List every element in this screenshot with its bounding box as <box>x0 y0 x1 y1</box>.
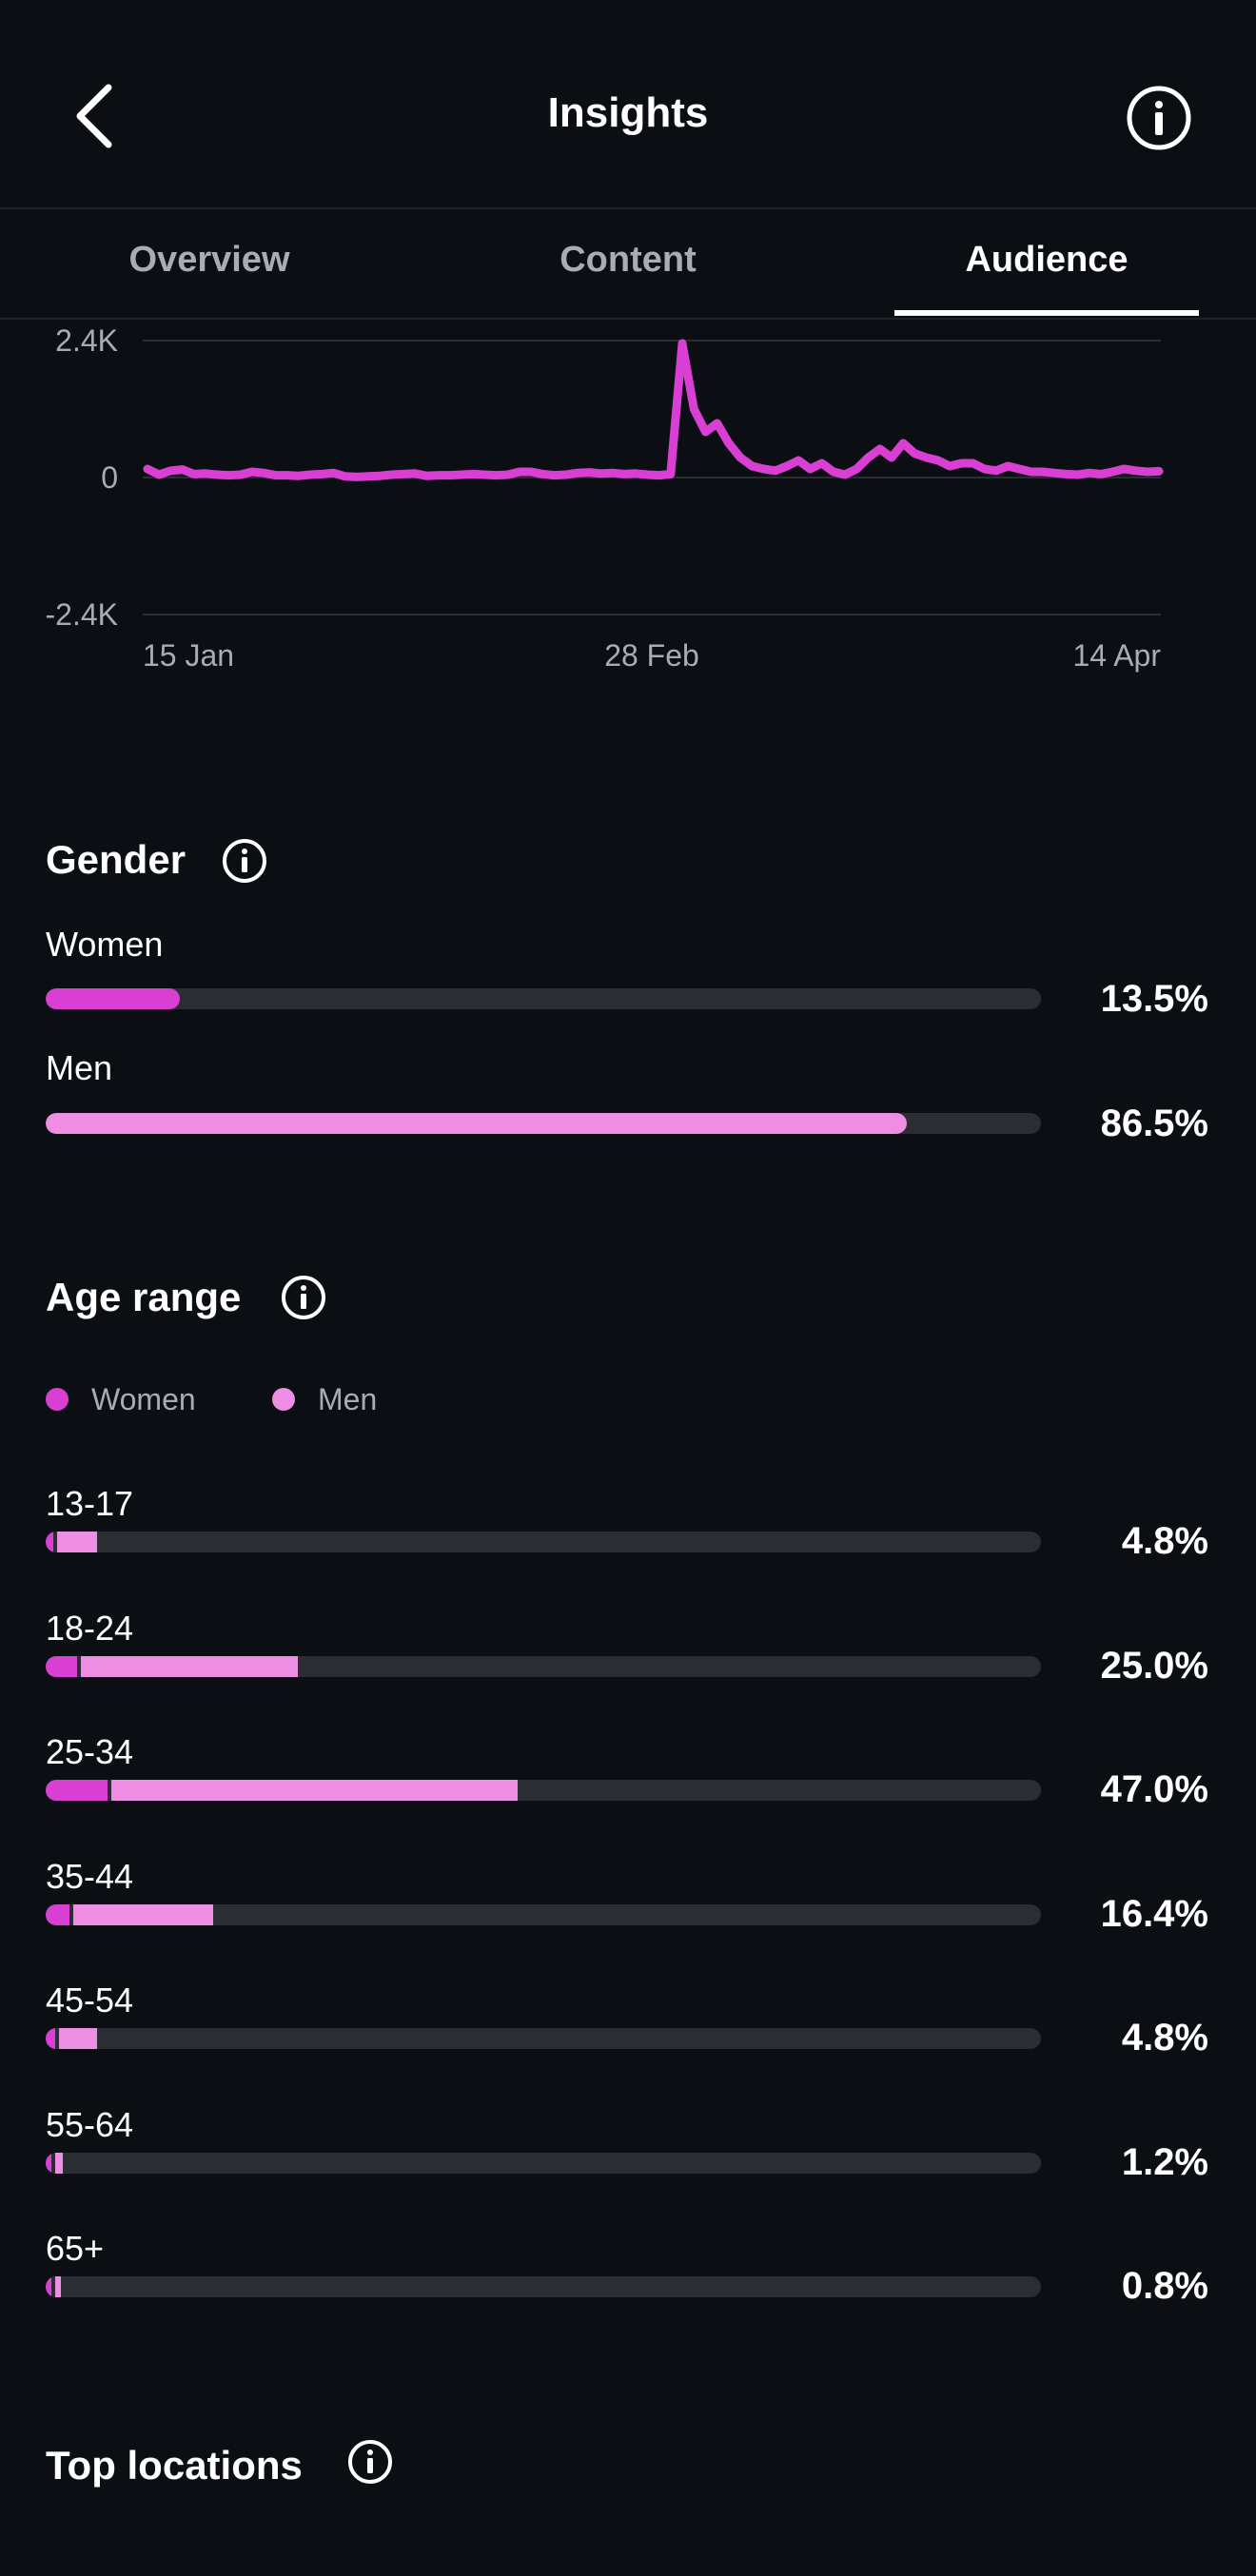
gender-bar-women <box>46 988 1041 1009</box>
followers-line-chart: 2.4K 0 -2.4K 15 Jan 28 Feb 14 Apr <box>46 323 1164 673</box>
y-tick-bottom: -2.4K <box>46 597 118 632</box>
age-label: 45-54 <box>46 1981 134 2020</box>
age-bar-women-fill <box>46 2152 51 2174</box>
age-bar-women-fill <box>46 1780 108 1801</box>
age-bar <box>46 2152 1041 2174</box>
age-pct: 25.0% <box>1100 1644 1208 1687</box>
age-label: 25-34 <box>46 1732 134 1771</box>
age-pct: 4.8% <box>1121 1520 1208 1562</box>
age-pct: 47.0% <box>1100 1768 1208 1810</box>
age-bar-men-fill <box>59 2028 98 2049</box>
age-bar <box>46 2028 1041 2049</box>
x-tick-mid: 28 Feb <box>604 638 699 673</box>
info-icon <box>348 2440 392 2484</box>
gender-info-button[interactable] <box>221 837 268 885</box>
age-range-title: Age range <box>46 1275 242 1319</box>
age-label: 55-64 <box>46 2104 134 2144</box>
gender-bar-men <box>46 1113 1041 1134</box>
tab-overview[interactable]: Overview <box>128 240 290 280</box>
series-line <box>143 339 1164 481</box>
legend-women-label: Women <box>91 1382 196 1416</box>
top-locations-info-button[interactable] <box>346 2438 394 2486</box>
age-bar-women-fill <box>46 1532 54 1552</box>
legend-men-label: Men <box>318 1382 378 1416</box>
age-bar-men-fill <box>57 1532 98 1552</box>
gender-bar-men-fill <box>46 1113 907 1134</box>
chevron-left-icon <box>76 84 112 148</box>
gender-label-men: Men <box>46 1048 113 1087</box>
age-bar-men-fill <box>81 1655 299 1677</box>
x-tick-start: 15 Jan <box>143 638 234 673</box>
age-bar-women-fill <box>46 1903 70 1925</box>
age-bar-men-fill <box>55 2152 64 2174</box>
gender-pct-women: 13.5% <box>1100 978 1208 1020</box>
gender-title: Gender <box>46 837 186 882</box>
age-pct: 16.4% <box>1100 1892 1208 1935</box>
x-tick-end: 14 Apr <box>1072 638 1161 673</box>
age-pct: 4.8% <box>1121 2017 1208 2059</box>
y-tick-zero: 0 <box>101 460 118 495</box>
age-bar-men-fill <box>73 1903 213 1925</box>
info-icon <box>223 839 266 883</box>
age-label: 13-17 <box>46 1484 134 1523</box>
age-bar-women-fill <box>46 2028 56 2049</box>
age-bar <box>46 2276 1041 2297</box>
info-button[interactable] <box>1125 84 1193 152</box>
info-icon <box>1127 86 1191 150</box>
gender-label-women: Women <box>46 925 164 964</box>
y-tick-top: 2.4K <box>55 323 118 358</box>
page-title: Insights <box>547 89 709 136</box>
tab-content[interactable]: Content <box>559 240 697 280</box>
tab-audience[interactable]: Audience <box>965 240 1128 280</box>
age-bar <box>46 1532 1041 1552</box>
age-bar <box>46 1903 1041 1925</box>
app-header: Insights <box>0 0 1256 209</box>
gender-bar-women-fill <box>46 988 181 1009</box>
info-icon <box>282 1276 325 1319</box>
back-button[interactable] <box>65 78 122 154</box>
gender-pct-men: 86.5% <box>1100 1103 1208 1144</box>
legend-women-dot <box>46 1388 69 1411</box>
age-range-info-button[interactable] <box>280 1274 327 1321</box>
tab-bar: Overview Content Audience <box>0 209 1256 320</box>
legend-men-dot <box>272 1388 295 1411</box>
age-label: 35-44 <box>46 1856 134 1896</box>
top-locations-title: Top locations <box>46 2443 303 2488</box>
active-tab-indicator <box>894 310 1199 316</box>
age-bar <box>46 1655 1041 1677</box>
age-bar-men-fill <box>55 2276 61 2297</box>
age-pct: 0.8% <box>1121 2265 1208 2307</box>
age-pct: 1.2% <box>1121 2140 1208 2183</box>
age-bar-women-fill <box>46 2276 51 2297</box>
age-label: 65+ <box>46 2229 105 2268</box>
age-bar-women-fill <box>46 1655 78 1677</box>
age-bar <box>46 1780 1041 1801</box>
age-label: 18-24 <box>46 1608 134 1648</box>
age-bar-men-fill <box>110 1780 518 1801</box>
